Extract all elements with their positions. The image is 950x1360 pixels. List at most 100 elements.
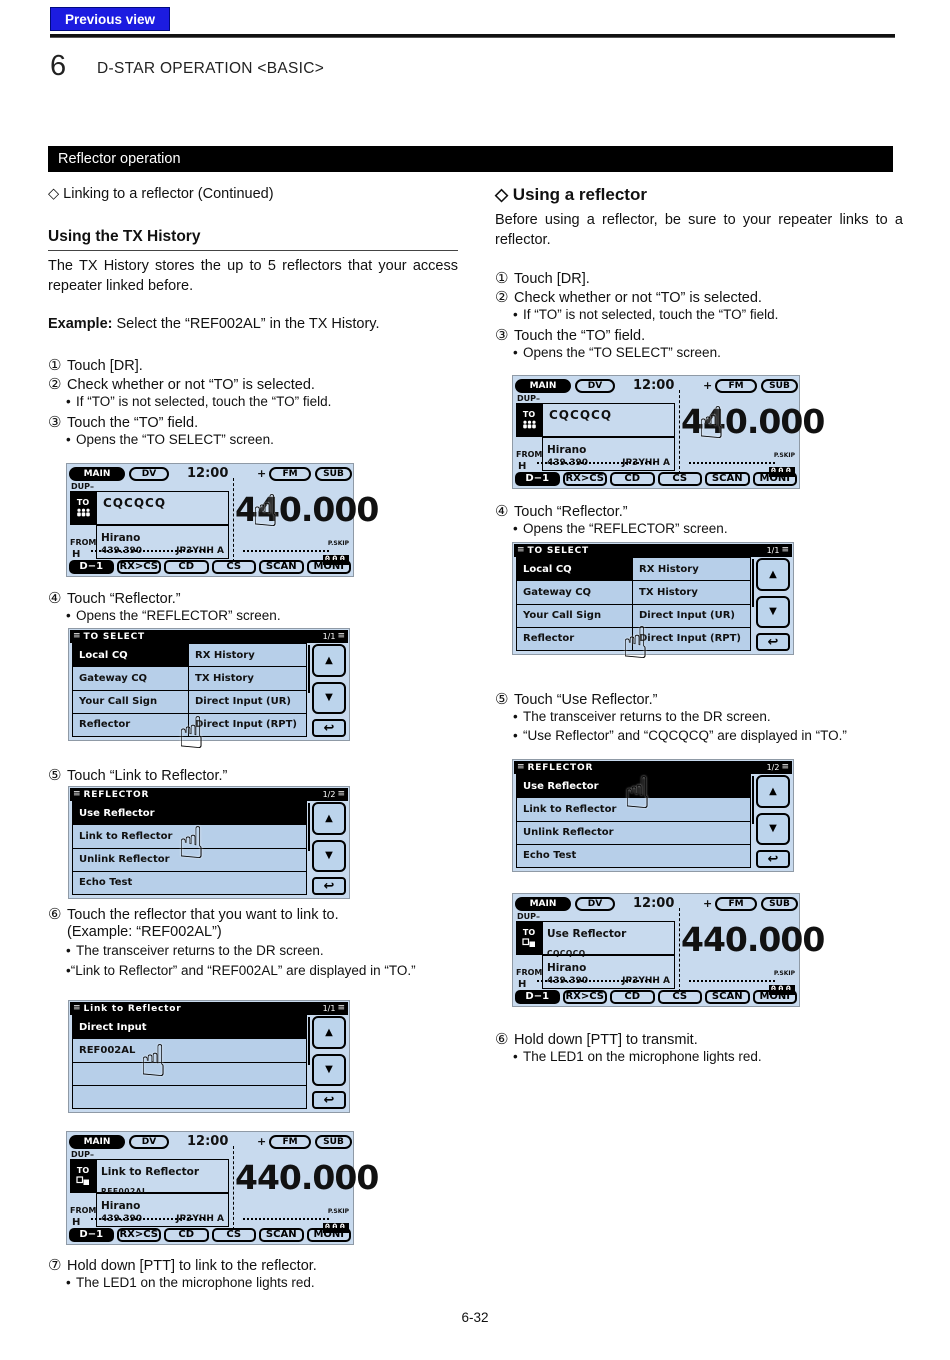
- menu-item-direct-input-ur: Direct Input (UR): [195, 696, 291, 708]
- menu-list: Direct Input REF002AL: [72, 1015, 307, 1109]
- menu-item-empty: [73, 1086, 306, 1108]
- menu-item-reflector: Reflector: [517, 627, 633, 650]
- scroll-controls: ▲ ▼ ↩: [756, 558, 790, 651]
- reflector-icon: [76, 1175, 89, 1185]
- to-function: Link to Reflector: [101, 1166, 200, 1178]
- menu-item-link-to-reflector: Link to Reflector: [523, 803, 617, 815]
- to-field: CQCQCQ: [542, 403, 675, 437]
- menu-item-echo-test: Echo Test: [79, 877, 133, 889]
- sub-badge: SUB: [315, 467, 352, 481]
- left-continued-heading: ◇ Linking to a reflector (Continued): [48, 186, 274, 202]
- pointing-hand-icon: ☝: [140, 1036, 167, 1087]
- clock-display: 12:00: [633, 378, 675, 393]
- h-indicator: H: [72, 1217, 81, 1228]
- menu-item-unlink-reflector: Unlink Reflector: [79, 854, 170, 866]
- meter-line: [91, 1218, 209, 1220]
- scroll-down-button: ▼: [756, 812, 790, 845]
- heading-underline: [48, 250, 458, 251]
- menu-row: Echo Test: [72, 870, 307, 895]
- to-select-screen-figure: ≡ TO SELECT 1/1 ≡ Local CQ RX History Gat…: [512, 542, 794, 655]
- softkey-moni: MONI: [752, 990, 797, 1004]
- dv-badge: DV: [129, 467, 169, 481]
- to-field-icon: TO: [516, 921, 542, 955]
- meter-line: [243, 550, 329, 552]
- to-label: TO: [522, 927, 536, 937]
- list-icon: ≡: [781, 762, 789, 772]
- list-icon: ≡: [337, 1003, 345, 1013]
- fm-badge: FM: [269, 1135, 311, 1149]
- menu-row: Local CQ RX History: [72, 643, 307, 668]
- key-icon: +: [703, 379, 713, 392]
- frequency-display: 440.000: [681, 920, 825, 959]
- to-function: Use Reflector: [547, 928, 627, 940]
- softkey-row: D−1 RX>CS CD CS SCAN MONI: [69, 1228, 351, 1242]
- meter-line: [537, 462, 655, 464]
- menu-item-local-cq: Local CQ: [73, 644, 189, 667]
- list-icon: ≡: [337, 631, 345, 641]
- menu-item-local-cq: Local CQ: [517, 558, 633, 581]
- menu-row: Local CQ RX History: [516, 557, 751, 582]
- step-4-bullet: • Opens the “REFLECTOR” screen.: [66, 608, 281, 623]
- screen-header: ≡ REFLECTOR 1/2 ≡: [514, 761, 792, 774]
- reflector-screen-figure: ≡ REFLECTOR 1/2 ≡ Use Reflector Link to …: [68, 786, 350, 899]
- pointing-hand-icon: ☝: [698, 398, 725, 449]
- softkey-moni: MONI: [752, 472, 797, 486]
- previous-view-button[interactable]: Previous view: [50, 7, 171, 31]
- menu-row: Reflector Direct Input (RPT): [516, 626, 751, 651]
- list-icon: ≡: [781, 545, 789, 555]
- softkey-cd: CD: [164, 560, 209, 574]
- back-button: ↩: [312, 719, 346, 737]
- menu-item-ref002al: REF002AL: [79, 1044, 136, 1056]
- step-5: ⑤ Touch “Use Reflector.”: [495, 690, 658, 708]
- meter-line: [689, 980, 775, 982]
- menu-item-direct-input-ur: Direct Input (UR): [639, 610, 735, 622]
- softkey-cs: CS: [211, 560, 256, 574]
- header-rule: [50, 34, 895, 38]
- softkey-d1: D−1: [515, 990, 560, 1004]
- list-icon: ≡: [337, 789, 345, 799]
- meter-line: [91, 550, 209, 552]
- menu-row: Gateway CQ TX History: [516, 580, 751, 605]
- menu-row: Your Call Sign Direct Input (UR): [516, 603, 751, 628]
- menu-item-echo-test: Echo Test: [523, 850, 577, 862]
- softkey-cs: CS: [657, 472, 702, 486]
- menu-row: Your Call Sign Direct Input (UR): [72, 689, 307, 714]
- example-text: Select the “REF002AL” in the TX History.: [112, 316, 380, 332]
- to-label: TO: [522, 410, 536, 419]
- to-field: CQCQCQ: [96, 491, 229, 525]
- reflector-screen-figure: ≡ REFLECTOR 1/2 ≡ Use Reflector Link to …: [512, 759, 794, 872]
- main-badge: MAIN: [515, 379, 571, 393]
- scroll-controls: ▲ ▼ ↩: [312, 1016, 346, 1109]
- menu-row: Echo Test: [516, 843, 751, 868]
- menu-item-direct-input: Direct Input: [73, 1016, 306, 1039]
- screen-header: ≡ TO SELECT 1/1 ≡: [70, 630, 348, 643]
- frequency-display: 440.000: [235, 490, 379, 529]
- tx-history-heading: Using the TX History: [48, 228, 201, 245]
- scroll-controls: ▲ ▼ ↩: [312, 644, 346, 737]
- main-badge: MAIN: [69, 467, 125, 481]
- scroll-up-button: ▲: [756, 775, 790, 808]
- menu-list: Use Reflector Link to Reflector Unlink R…: [516, 774, 751, 868]
- step-4: ④ Touch “Reflector.”: [48, 589, 181, 607]
- scroll-controls: ▲ ▼ ↩: [312, 802, 346, 895]
- softkey-scan: SCAN: [705, 990, 750, 1004]
- fm-badge: FM: [269, 467, 311, 481]
- pointing-hand-icon: ☝: [178, 708, 205, 759]
- dv-badge: DV: [575, 379, 615, 393]
- screen-divider: [233, 478, 234, 562]
- step-4-bullet: • Opens the “REFLECTOR” screen.: [513, 521, 728, 536]
- menu-item-use-reflector: Use Reflector: [73, 802, 306, 825]
- from-field: Hirano 439.390 JP3YHH A: [542, 437, 675, 471]
- repeater-name: Hirano: [101, 1200, 141, 1212]
- list-icon: ≡: [517, 545, 525, 555]
- dr-screen-linked-figure: MAIN DV 12:00 + FM SUB DUP– TO Link to R…: [66, 1131, 379, 1245]
- to-callsign: REF002AL: [101, 1187, 148, 1196]
- menu-item-rx-history: RX History: [639, 563, 699, 575]
- example-line: Example: Select the “REF002AL” in the TX…: [48, 316, 380, 332]
- step-3: ③ Touch the “TO” field.: [495, 326, 646, 344]
- pointing-hand-icon: ☝: [622, 618, 649, 669]
- from-label: FROM: [70, 1206, 97, 1215]
- fm-badge: FM: [715, 897, 757, 911]
- menu-grid: Local CQ RX History Gateway CQ TX History …: [516, 557, 751, 651]
